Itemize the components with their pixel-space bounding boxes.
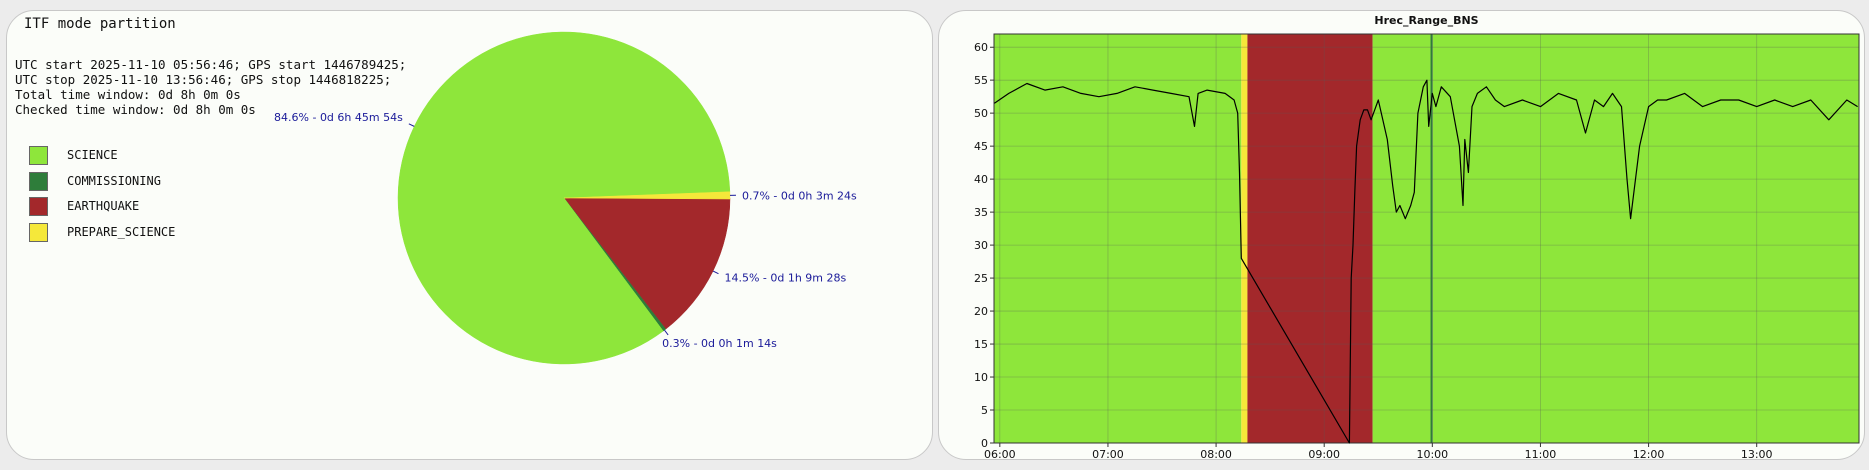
range-plot-panel: Hrec_Range_BNS 0 5 10 15 20 25 30 35 40 45 50 55 60 06…	[938, 10, 1865, 460]
pie-leader-commissioning	[664, 329, 669, 336]
x-tick-label: 09:00	[1308, 448, 1340, 459]
utc-start-line: UTC start 2025-11-10 05:56:46; GPS start…	[15, 57, 407, 72]
time-window-info: UTC start 2025-11-10 05:56:46; GPS start…	[15, 57, 406, 117]
x-tick-label: 13:00	[1741, 448, 1773, 459]
pie-label-commissioning: 0.3% - 0d 0h 1m 14s	[662, 337, 777, 350]
chart-title: Hrec_Range_BNS	[1374, 14, 1478, 27]
range-line-chart: Hrec_Range_BNS 0 5 10 15 20 25 30 35 40 45 50 55 60 06…	[974, 14, 1860, 459]
legend-swatch-prepare-science	[29, 222, 48, 242]
total-time-line: Total time window: 0d 8h 0m 0s	[15, 87, 241, 102]
x-tick-label: 06:00	[984, 448, 1016, 459]
mode-band-earthquake	[1247, 34, 1373, 443]
y-tick-label: 20	[974, 305, 988, 318]
y-tick-label: 55	[974, 74, 988, 87]
mode-band-science	[994, 34, 1242, 443]
x-tick-label: 11:00	[1525, 448, 1557, 459]
y-tick-label: 30	[974, 239, 988, 252]
plot-frame	[993, 33, 1860, 444]
y-tick-label: 45	[974, 140, 988, 153]
legend-swatch-earthquake	[29, 197, 48, 216]
y-tick-label: 35	[974, 206, 988, 219]
mode-band-science	[1432, 34, 1859, 443]
pie-leader-science	[408, 123, 415, 127]
utc-stop-line: UTC stop 2025-11-10 13:56:46; GPS stop 1…	[15, 72, 392, 87]
series-line	[994, 79, 1858, 444]
checked-time-line: Checked time window: 0d 8h 0m 0s	[15, 102, 256, 117]
y-tick-label: 50	[974, 107, 988, 120]
legend-swatch-science	[29, 146, 48, 165]
legend-label-prepare-science: PREPARE_SCIENCE	[67, 224, 176, 239]
y-tick-label: 60	[974, 41, 988, 54]
y-tick-label: 15	[974, 338, 988, 351]
mode-band-prepare-science	[1241, 34, 1248, 443]
mode-partition-panel: ITF mode partition UTC start 2025-11-10 …	[6, 10, 933, 460]
y-tick-label: 5	[981, 404, 988, 417]
pie-label-prepare-science: 0.7% - 0d 0h 3m 24s	[742, 189, 857, 202]
pie-slice-science	[397, 31, 731, 365]
pie-chart: 14.5% - 0d 1h 9m 28s 0.3% - 0d 0h 1m 14s 8…	[274, 31, 857, 365]
x-tick-label: 12:00	[1633, 448, 1665, 459]
legend-label-science: SCIENCE	[67, 148, 118, 162]
y-tick-label: 10	[974, 371, 988, 384]
panel-title: ITF mode partition	[24, 16, 176, 32]
pie-label-earthquake: 14.5% - 0d 1h 9m 28s	[724, 272, 846, 285]
x-tick-label: 10:00	[1416, 448, 1448, 459]
pie-slice-earthquake	[563, 197, 731, 330]
x-tick-label: 08:00	[1200, 448, 1232, 459]
legend-label-commissioning: COMMISSIONING	[67, 173, 161, 188]
y-tick-label: 0	[981, 437, 988, 450]
y-tick-label: 40	[974, 173, 988, 186]
mode-band-science	[1372, 34, 1431, 443]
mode-band-commissioning	[1430, 34, 1433, 443]
pie-label-science: 84.6% - 0d 6h 45m 54s	[274, 111, 403, 124]
y-tick-label: 25	[974, 272, 988, 285]
pie-leader-earthquake	[712, 270, 719, 275]
legend-swatch-commissioning	[29, 171, 48, 191]
x-tick-label: 07:00	[1092, 448, 1124, 459]
legend-label-earthquake: EARTHQUAKE	[67, 199, 140, 213]
